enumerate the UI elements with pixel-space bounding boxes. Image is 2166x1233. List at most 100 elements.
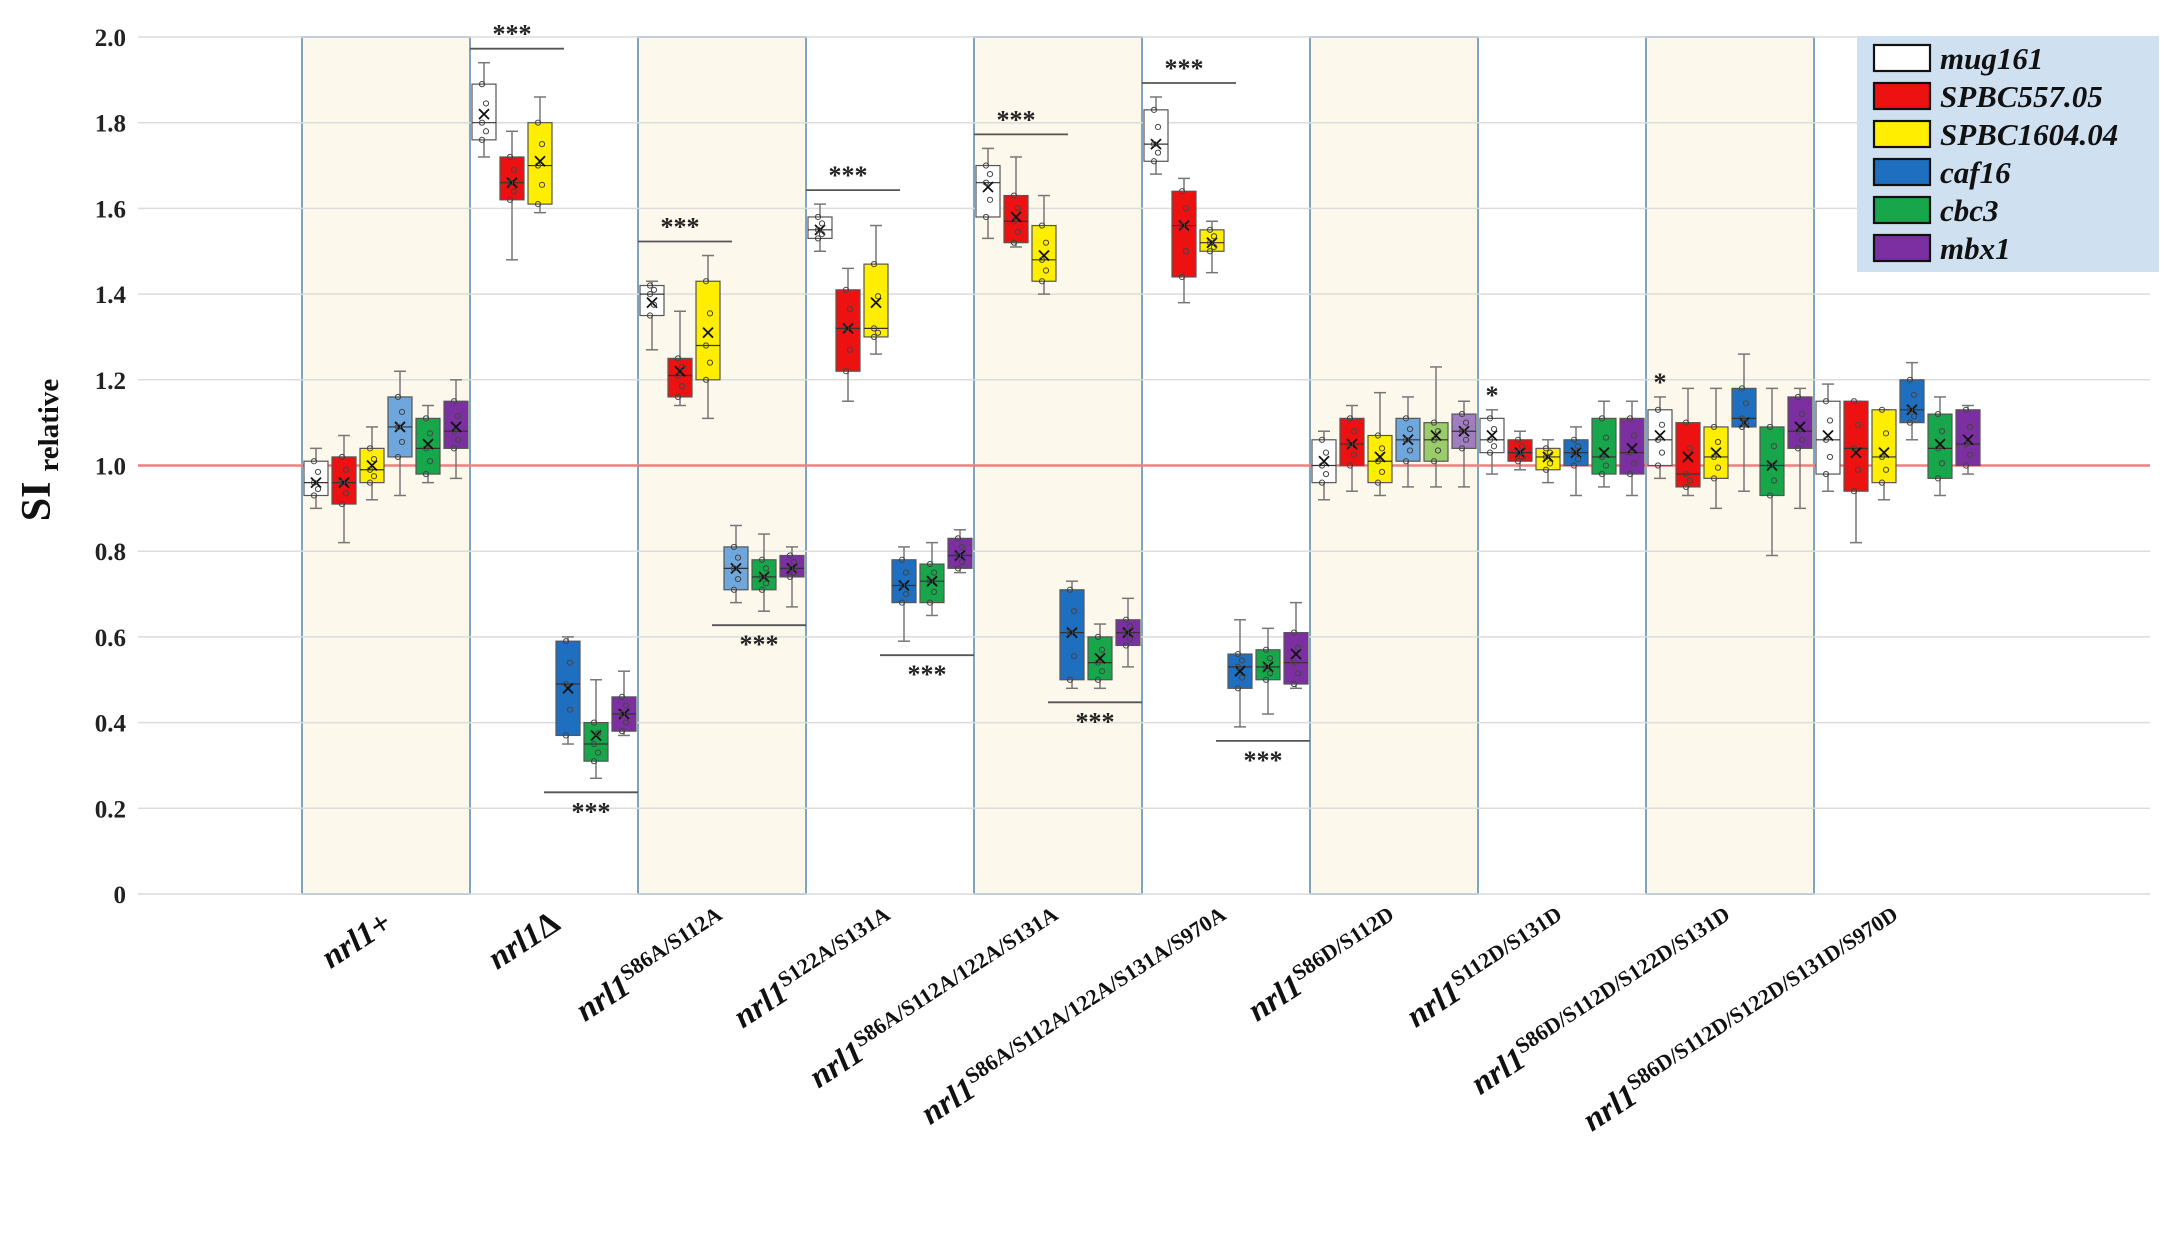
box-cbc3 xyxy=(1759,387,1785,557)
box-mbx1 xyxy=(1115,597,1141,668)
mean-marker xyxy=(1430,429,1442,442)
mean-marker xyxy=(1318,455,1330,467)
data-point xyxy=(1126,623,1134,630)
data-point xyxy=(1430,436,1438,443)
box-caf16 xyxy=(1227,619,1253,728)
data-point xyxy=(1402,436,1410,443)
data-point xyxy=(1458,428,1466,435)
data-point xyxy=(1458,445,1466,452)
data-point xyxy=(786,565,794,572)
data-point xyxy=(762,580,770,587)
data-point xyxy=(1630,460,1638,467)
data-point xyxy=(1514,436,1522,443)
data-point xyxy=(1626,449,1634,456)
data-point xyxy=(1150,106,1158,113)
data-point xyxy=(758,586,766,593)
data-point xyxy=(1210,243,1218,251)
mean-marker xyxy=(1234,665,1246,677)
data-point xyxy=(314,485,322,493)
box-caf16 xyxy=(387,370,413,497)
data-point xyxy=(982,213,990,221)
data-point xyxy=(1822,470,1830,478)
data-point xyxy=(1938,460,1946,467)
mean-marker xyxy=(898,579,910,592)
x-axis-label: nrl1+ xyxy=(315,905,398,976)
data-point xyxy=(590,740,598,748)
box-body xyxy=(1759,426,1785,497)
mean-marker xyxy=(450,421,462,433)
x-axis-label: nrl1S86D/S112D xyxy=(1239,901,1406,1029)
data-point xyxy=(1378,445,1386,452)
data-point xyxy=(1934,475,1942,482)
box-body xyxy=(1171,190,1197,278)
data-point xyxy=(1770,477,1778,484)
significance-label: *** xyxy=(1076,707,1115,736)
data-point xyxy=(338,479,346,486)
box-mbx1 xyxy=(1619,400,1645,497)
data-point xyxy=(1066,586,1074,593)
data-point xyxy=(1514,449,1522,456)
data-point xyxy=(1234,650,1242,658)
data-point xyxy=(954,552,962,559)
data-point xyxy=(1910,391,1918,398)
box-SPBC1604.04 xyxy=(1703,387,1729,510)
data-point xyxy=(1346,462,1354,469)
mean-marker xyxy=(1682,451,1694,463)
data-point xyxy=(702,342,710,349)
data-point xyxy=(1490,425,1498,433)
box-mug161 xyxy=(1479,409,1505,475)
data-point xyxy=(674,372,682,379)
data-point xyxy=(1542,445,1550,452)
data-point xyxy=(1850,488,1858,495)
mean-marker xyxy=(1262,661,1274,673)
data-point xyxy=(1098,646,1106,653)
data-point xyxy=(874,329,882,336)
data-point xyxy=(1962,440,1970,448)
data-point xyxy=(1486,436,1494,443)
data-point xyxy=(1266,670,1274,677)
box-caf16 xyxy=(891,546,917,642)
data-point xyxy=(1542,453,1550,461)
data-point xyxy=(1346,440,1354,448)
data-point xyxy=(506,196,514,203)
data-point xyxy=(1766,462,1774,469)
box-body xyxy=(471,83,497,141)
data-point xyxy=(926,560,934,568)
data-point xyxy=(1262,646,1270,653)
data-point xyxy=(1710,423,1718,431)
box-SPBC1604.04 xyxy=(527,96,553,214)
data-point xyxy=(1710,453,1718,461)
y-axis-label-main: SI xyxy=(14,482,60,522)
mean-marker xyxy=(1010,211,1022,223)
data-point xyxy=(1126,635,1134,643)
box-body xyxy=(695,280,721,381)
data-point xyxy=(310,492,318,499)
data-point xyxy=(706,310,714,317)
significance-label: *** xyxy=(572,797,611,826)
data-point xyxy=(1738,385,1746,392)
data-point xyxy=(1178,222,1186,229)
data-point xyxy=(1178,188,1186,195)
box-caf16 xyxy=(723,524,749,604)
box-cbc3 xyxy=(1423,366,1449,488)
box-mbx1 xyxy=(779,546,805,608)
mean-marker xyxy=(506,177,518,189)
box-body xyxy=(1143,109,1169,162)
data-point xyxy=(1406,425,1414,433)
significance-label: *** xyxy=(740,630,779,659)
data-point xyxy=(1010,239,1018,246)
data-point xyxy=(1794,393,1802,401)
box-body xyxy=(863,263,889,338)
y-axis-label-sub: relative xyxy=(33,379,65,472)
data-point xyxy=(1906,376,1914,383)
data-point xyxy=(538,141,546,148)
y-tick-label: 1.4 xyxy=(95,282,127,309)
data-point xyxy=(1434,447,1442,454)
box-cbc3 xyxy=(1927,396,1953,497)
box-caf16 xyxy=(1731,353,1757,492)
data-point xyxy=(1178,273,1186,281)
data-point xyxy=(1406,447,1414,454)
data-point xyxy=(842,286,850,293)
box-body xyxy=(1059,589,1085,681)
data-point xyxy=(478,136,486,143)
